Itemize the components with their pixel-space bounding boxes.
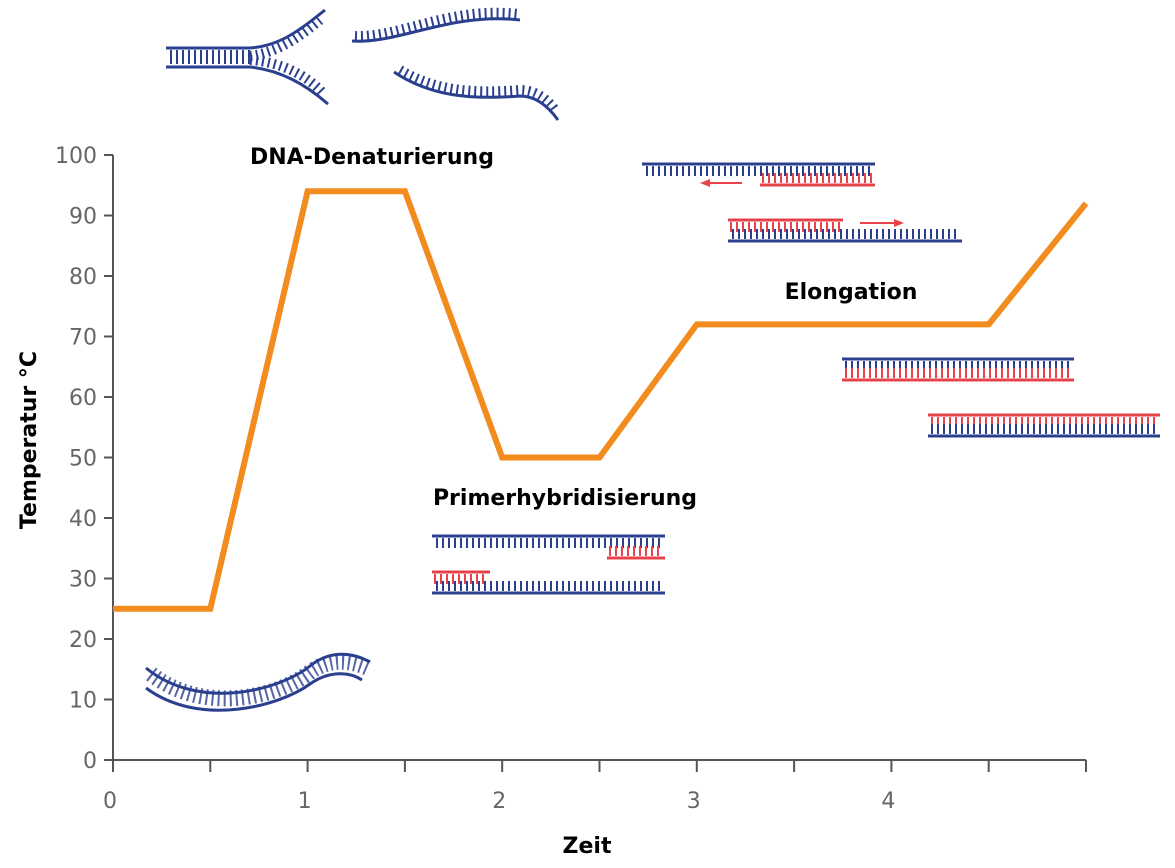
temperature-series-line bbox=[113, 188, 1089, 612]
dna-elongation-progress bbox=[642, 162, 962, 243]
x-tick-label: 4 bbox=[881, 789, 895, 814]
phase-label-elongation: Elongation bbox=[785, 280, 918, 305]
dna-primer-annealing bbox=[432, 534, 665, 595]
y-tick-label: 0 bbox=[83, 749, 97, 774]
y-tick-label: 60 bbox=[69, 386, 97, 411]
dna-completed-copies bbox=[842, 357, 1160, 438]
y-tick-label: 90 bbox=[69, 205, 97, 230]
y-tick-label: 30 bbox=[69, 568, 97, 593]
y-tick-label: 40 bbox=[69, 507, 97, 532]
ticks: 0 10 20 30 40 50 60 70 80 90 100 0 1 2 3 4 bbox=[55, 144, 1087, 814]
y-tick-label: 100 bbox=[55, 144, 97, 169]
x-tick-label: 2 bbox=[492, 789, 506, 814]
x-axis-title: Zeit bbox=[563, 834, 612, 859]
phase-label-denaturation: DNA-Denaturierung bbox=[250, 145, 494, 170]
x-tick-label: 0 bbox=[103, 789, 117, 814]
y-tick-label: 20 bbox=[69, 628, 97, 653]
dna-double-helix-intact bbox=[145, 652, 372, 712]
y-tick-label: 50 bbox=[69, 447, 97, 472]
series-layer bbox=[113, 188, 1089, 612]
y-axis-title: Temperatur °C bbox=[17, 351, 42, 529]
dna-denaturing-strands bbox=[166, 7, 560, 121]
y-tick-label: 80 bbox=[69, 265, 97, 290]
y-tick-label: 10 bbox=[69, 689, 97, 714]
dna-illustrations bbox=[145, 7, 1160, 712]
x-tick-label: 1 bbox=[298, 789, 312, 814]
x-tick-label: 3 bbox=[687, 789, 701, 814]
phase-label-annealing: Primerhybridisierung bbox=[433, 486, 697, 511]
y-tick-label: 70 bbox=[69, 326, 97, 351]
